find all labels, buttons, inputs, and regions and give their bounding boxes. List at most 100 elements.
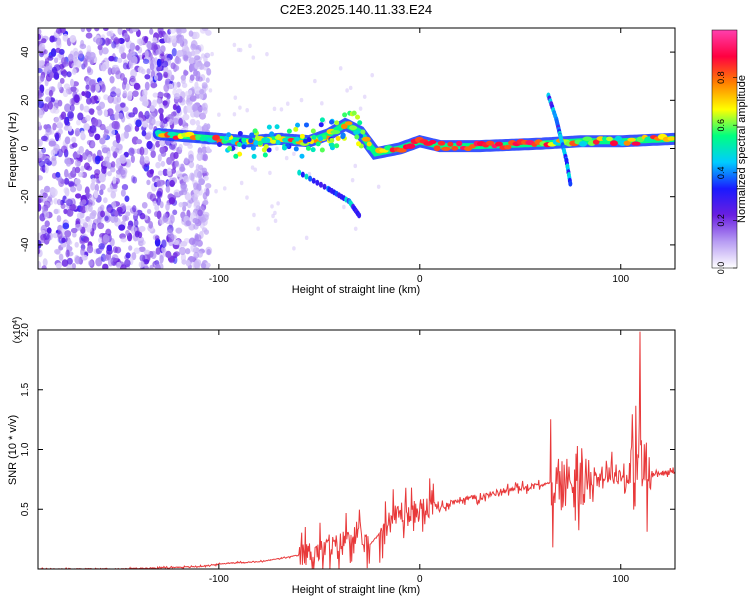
noise-speck xyxy=(190,40,198,49)
noise-speck xyxy=(194,49,201,55)
ridge-scatter xyxy=(351,110,357,116)
noise-speck xyxy=(57,99,63,107)
noise-speck xyxy=(62,33,69,42)
noise-speck xyxy=(165,203,170,211)
noise-speck xyxy=(304,235,309,241)
noise-speck xyxy=(91,118,99,127)
noise-speck xyxy=(38,90,43,99)
svg-text:(x104): (x104) xyxy=(12,317,24,344)
ridge-blob xyxy=(330,129,341,135)
noise-speck xyxy=(95,37,103,46)
noise-speck xyxy=(94,133,101,141)
noise-speck xyxy=(125,211,131,217)
noise-speck xyxy=(158,30,163,39)
noise-speck xyxy=(84,186,90,195)
noise-speck xyxy=(154,235,160,241)
noise-speck xyxy=(38,150,43,159)
y-tick-label: 0 xyxy=(20,145,31,151)
ridge-blob xyxy=(428,140,437,145)
noise-speck xyxy=(75,60,82,68)
noise-speck xyxy=(67,125,73,132)
noise-speck xyxy=(193,110,201,118)
noise-speck xyxy=(176,28,182,33)
noise-speck xyxy=(203,229,210,235)
noise-speck xyxy=(110,167,116,173)
noise-speck xyxy=(239,180,244,186)
noise-speck xyxy=(173,251,181,257)
noise-speck xyxy=(179,246,187,256)
noise-speck xyxy=(182,113,190,121)
ridge-scatter xyxy=(310,147,316,153)
noise-speck xyxy=(63,187,69,194)
noise-speck xyxy=(248,43,252,49)
noise-speck xyxy=(46,62,53,70)
noise-speck xyxy=(60,68,67,75)
noise-speck xyxy=(174,160,180,168)
noise-speck xyxy=(284,155,289,161)
noise-speck xyxy=(251,55,256,60)
noise-speck xyxy=(106,244,113,252)
noise-speck xyxy=(43,210,50,220)
noise-speck xyxy=(268,170,272,176)
noise-speck xyxy=(156,58,161,68)
noise-speck xyxy=(79,103,84,111)
noise-speck xyxy=(47,101,54,110)
y-tick-label: 20 xyxy=(20,94,31,106)
noise-speck xyxy=(196,152,203,162)
noise-speck xyxy=(38,160,46,168)
noise-speck xyxy=(78,145,84,154)
noise-speck xyxy=(65,249,70,258)
noise-speck xyxy=(154,211,159,218)
ridge-scatter xyxy=(295,122,301,128)
noise-speck xyxy=(101,165,107,175)
noise-speck xyxy=(232,112,237,117)
noise-speck xyxy=(193,223,199,230)
noise-speck xyxy=(124,124,132,133)
noise-speck xyxy=(172,117,180,125)
noise-speck xyxy=(132,107,138,115)
noise-speck xyxy=(156,180,161,187)
noise-speck xyxy=(155,263,161,269)
colorbar-tick-label: 0.4 xyxy=(716,167,726,180)
noise-speck xyxy=(141,130,147,137)
noise-speck xyxy=(86,44,92,54)
noise-speck xyxy=(103,109,108,117)
noise-speck xyxy=(50,149,56,157)
noise-speck xyxy=(86,66,92,74)
ridge-blob xyxy=(451,145,459,151)
noise-speck xyxy=(76,212,84,220)
noise-speck xyxy=(180,163,185,172)
noise-speck xyxy=(201,28,209,32)
noise-speck xyxy=(89,51,96,60)
noise-speck xyxy=(370,72,375,78)
noise-speck xyxy=(62,89,69,98)
noise-speck xyxy=(146,131,152,137)
ridge-scatter xyxy=(236,142,242,148)
noise-speck xyxy=(102,234,110,243)
noise-speck xyxy=(222,186,227,191)
branch-mark xyxy=(322,183,327,190)
noise-speck xyxy=(169,214,175,224)
ridge-scatter xyxy=(293,146,299,152)
ridge-scatter xyxy=(251,153,257,159)
noise-speck xyxy=(234,145,238,151)
noise-speck xyxy=(38,138,43,147)
ridge-blob xyxy=(433,145,441,152)
noise-speck xyxy=(117,57,123,64)
noise-speck xyxy=(50,48,57,57)
noise-speck xyxy=(138,225,146,232)
noise-speck xyxy=(38,67,43,74)
noise-speck xyxy=(110,191,117,199)
noise-speck xyxy=(135,119,142,128)
noise-speck xyxy=(133,247,141,254)
noise-speck xyxy=(111,254,119,262)
ridge-scatter xyxy=(299,153,305,159)
noise-speck xyxy=(40,74,45,82)
noise-speck xyxy=(142,94,148,102)
noise-speck xyxy=(272,106,277,112)
noise-speck xyxy=(83,236,90,243)
noise-speck xyxy=(245,107,249,113)
noise-speck xyxy=(50,188,58,197)
ridge-scatter xyxy=(254,135,260,141)
noise-speck xyxy=(149,193,157,202)
